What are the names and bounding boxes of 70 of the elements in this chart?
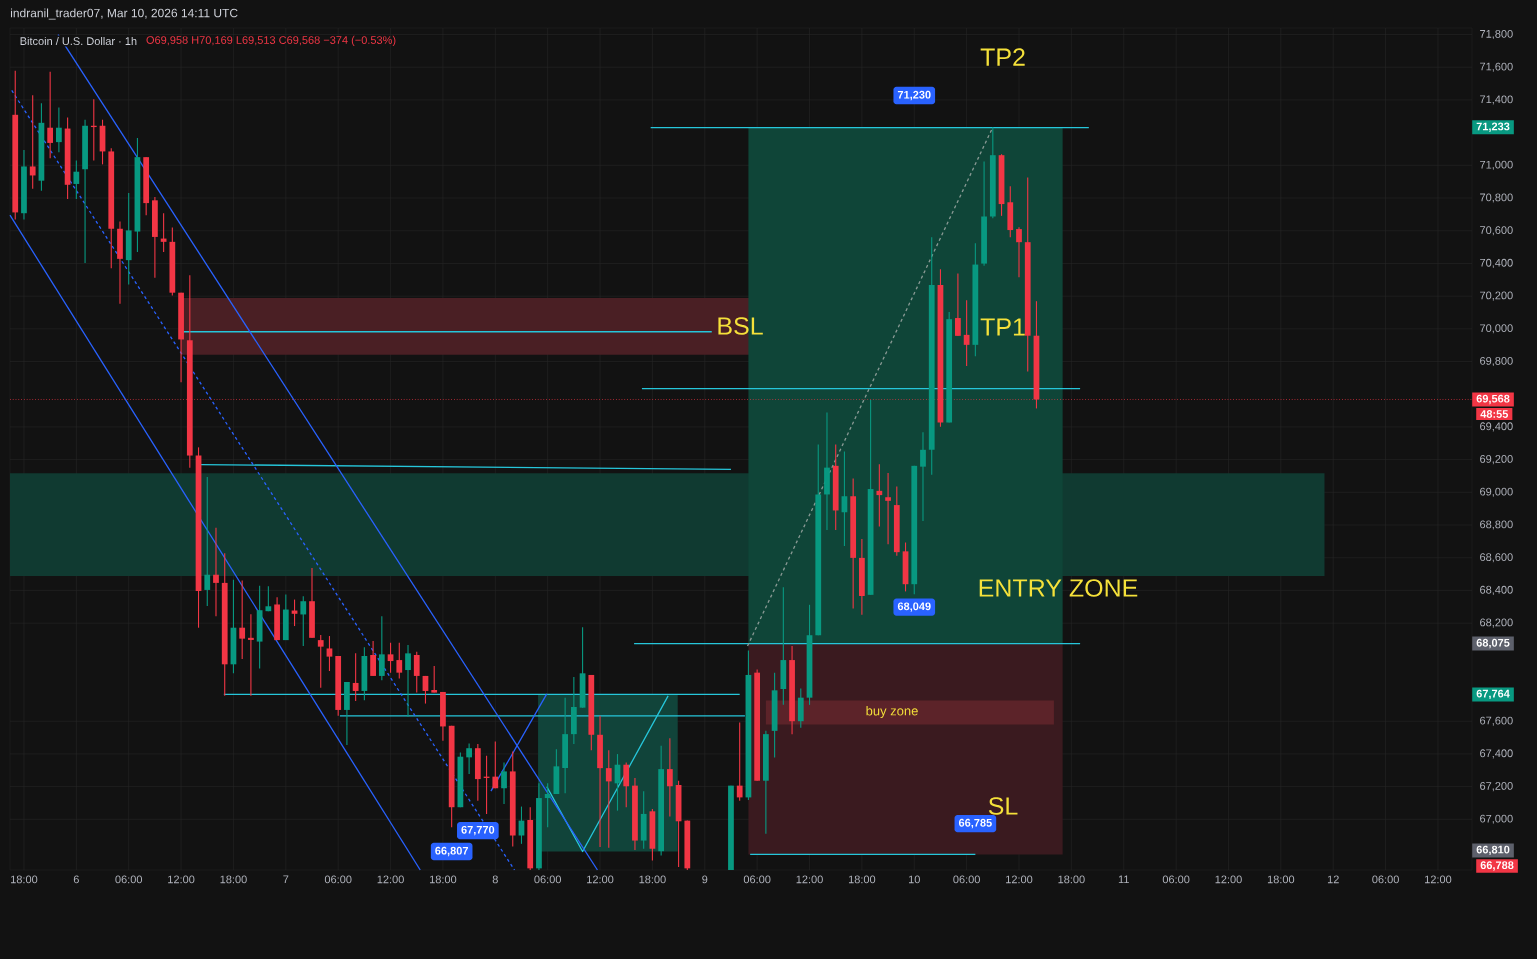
y-tick-label: 70,400: [1480, 258, 1513, 268]
x-tick-label: 06:00: [534, 875, 561, 884]
annotation: TP1: [980, 318, 1025, 336]
annotation: 66,810: [1476, 845, 1510, 856]
text: 48:55: [1480, 410, 1509, 418]
annotation: buy zone: [866, 705, 918, 719]
x-tick-label: 12:00: [168, 875, 195, 884]
x-tick-label: 06:00: [115, 875, 143, 884]
x-tick-label: 18:00: [1267, 875, 1295, 884]
x-tick-label: 12: [1327, 875, 1339, 884]
x-tick-label: 06:00: [1162, 875, 1190, 884]
y-tick-label: 69,200: [1480, 455, 1513, 465]
y-tick-label: 68,600: [1480, 553, 1513, 563]
annotation: 66,785: [958, 818, 992, 829]
x-tick-label: 7: [283, 875, 289, 884]
y-tick-label: 67,200: [1480, 782, 1513, 792]
annotation: 71,230: [897, 90, 931, 101]
y-tick-label: 71,000: [1480, 160, 1513, 170]
y-tick-label: 68,200: [1480, 618, 1513, 628]
x-tick-label: 10: [908, 875, 920, 884]
annotation: 68,075: [1476, 638, 1510, 649]
y-tick-label: 69,800: [1480, 356, 1513, 367]
annotation: SL: [988, 797, 1018, 815]
x-tick-label: 6: [73, 875, 79, 884]
text: 66,788: [1480, 861, 1514, 871]
x-tick-label: 18:00: [11, 875, 38, 884]
x-tick-label: 8: [492, 875, 498, 884]
annotation: 67,764: [1476, 689, 1510, 700]
y-tick-label: 67,400: [1480, 749, 1513, 759]
annotation: ENTRY ZONE: [979, 579, 1138, 597]
y-tick-label: 70,200: [1480, 291, 1513, 301]
annotation: 68,049: [897, 602, 931, 612]
annotation: BSL: [718, 317, 763, 335]
x-tick-label: 18:00: [430, 875, 457, 884]
annotation: 71,233: [1476, 122, 1510, 132]
y-tick-label: 67,600: [1480, 716, 1513, 726]
annotation: 67,770: [461, 825, 495, 836]
annotation: 66,807: [435, 846, 468, 857]
y-tick-label: 69,400: [1480, 422, 1513, 432]
y-tick-label: 70,600: [1480, 226, 1513, 236]
text: O69,958 H70,169 L69,513 C69,568 −374 (−0.53%): [146, 35, 396, 47]
x-tick-label: 06:00: [324, 875, 352, 884]
annotation: TP2: [980, 48, 1025, 66]
text: indranil_trader07, Mar 10, 2026 14:11 UTC: [11, 8, 238, 20]
y-tick-label: 71,800: [1480, 29, 1513, 40]
text: Bitcoin / U.S. Dollar · 1h: [20, 36, 137, 46]
x-tick-label: 18:00: [848, 875, 876, 884]
y-tick-label: 71,600: [1480, 62, 1513, 72]
y-tick-label: 68,800: [1480, 520, 1513, 530]
y-tick-label: 68,400: [1480, 585, 1513, 595]
x-tick-label: 06:00: [1372, 875, 1399, 884]
x-tick-label: 12:00: [377, 875, 404, 884]
ref-line-label: 69,568: [1476, 394, 1510, 405]
y-tick-label: 71,400: [1480, 95, 1513, 105]
x-tick-label: 12:00: [587, 875, 614, 884]
x-tick-label: 12:00: [796, 875, 823, 884]
x-tick-label: 18:00: [220, 875, 247, 884]
y-tick-label: 69,000: [1480, 487, 1513, 497]
y-tick-label: 70,800: [1480, 193, 1513, 203]
x-tick-label: 18:00: [639, 875, 666, 884]
x-tick-label: 18:00: [1058, 875, 1085, 884]
x-tick-label: 11: [1118, 875, 1129, 884]
x-tick-label: 12:00: [1006, 875, 1033, 884]
x-tick-label: 9: [702, 875, 708, 884]
y-tick-label: 67,000: [1480, 814, 1513, 824]
x-tick-label: 06:00: [743, 875, 771, 884]
y-tick-label: 70,000: [1480, 324, 1513, 334]
x-tick-label: 12:00: [1425, 875, 1452, 884]
x-tick-label: 06:00: [953, 875, 980, 884]
x-tick-label: 12:00: [1215, 875, 1242, 884]
